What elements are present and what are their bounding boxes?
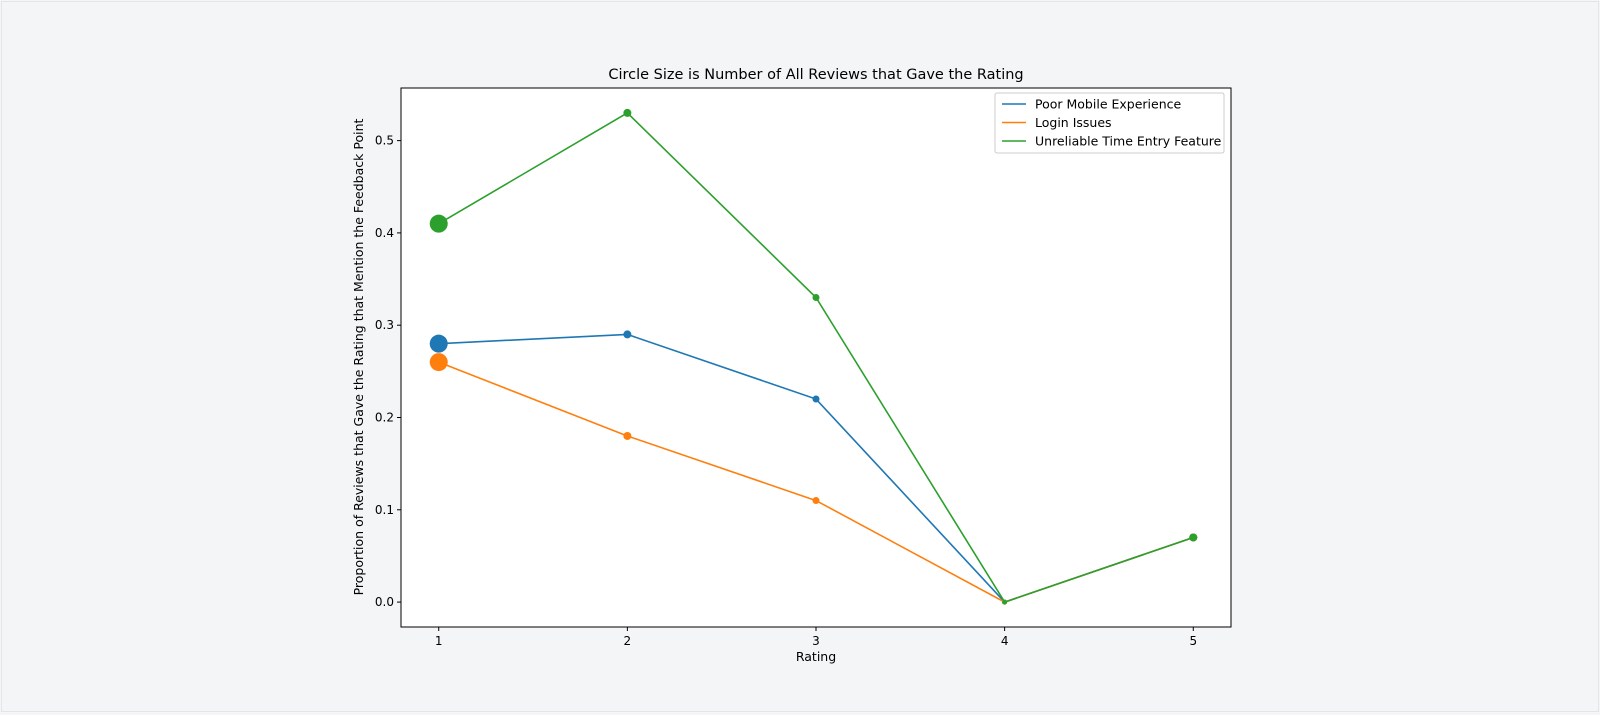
x-tick-label: 2 xyxy=(624,634,632,648)
x-tick-label: 3 xyxy=(812,634,820,648)
x-tick-label: 4 xyxy=(1001,634,1009,648)
data-point xyxy=(429,214,448,233)
data-point xyxy=(429,353,448,372)
plot-background xyxy=(401,88,1231,627)
data-point xyxy=(1189,533,1198,542)
y-tick-label: 0.1 xyxy=(375,503,394,517)
y-tick-label: 0.0 xyxy=(375,595,394,609)
x-tick-label: 5 xyxy=(1189,634,1197,648)
data-point xyxy=(812,395,820,403)
chart-title: Circle Size is Number of All Reviews tha… xyxy=(608,67,1023,83)
y-tick-label: 0.3 xyxy=(375,318,394,332)
plot-border xyxy=(400,87,1232,628)
x-axis-label: Rating xyxy=(796,649,836,664)
data-point xyxy=(623,330,632,339)
data-point xyxy=(623,431,632,440)
legend: Poor Mobile Experience Login Issues Unreli… xyxy=(994,92,1225,154)
data-point xyxy=(429,334,448,353)
legend-label: Poor Mobile Experience xyxy=(1035,97,1181,112)
legend-box xyxy=(994,92,1225,154)
y-tick-label: 0.5 xyxy=(375,134,394,148)
data-point xyxy=(623,108,632,117)
x-axis-ticks: 1 2 3 4 5 xyxy=(435,627,1197,648)
y-tick-label: 0.2 xyxy=(375,410,394,424)
series-3 xyxy=(429,108,1198,605)
data-point xyxy=(1002,599,1008,605)
y-tick-label: 0.4 xyxy=(375,226,394,240)
legend-label: Login Issues xyxy=(1035,115,1112,130)
series-layer xyxy=(429,108,1198,605)
x-tick-label: 1 xyxy=(435,634,443,648)
data-point xyxy=(812,497,820,505)
y-axis-ticks: 0.0 0.1 0.2 0.3 0.4 0.5 xyxy=(375,134,401,609)
data-point xyxy=(812,294,820,302)
legend-label: Unreliable Time Entry Feature xyxy=(1035,134,1222,149)
y-axis-label: Proportion of Reviews that Gave the Rati… xyxy=(351,119,366,596)
